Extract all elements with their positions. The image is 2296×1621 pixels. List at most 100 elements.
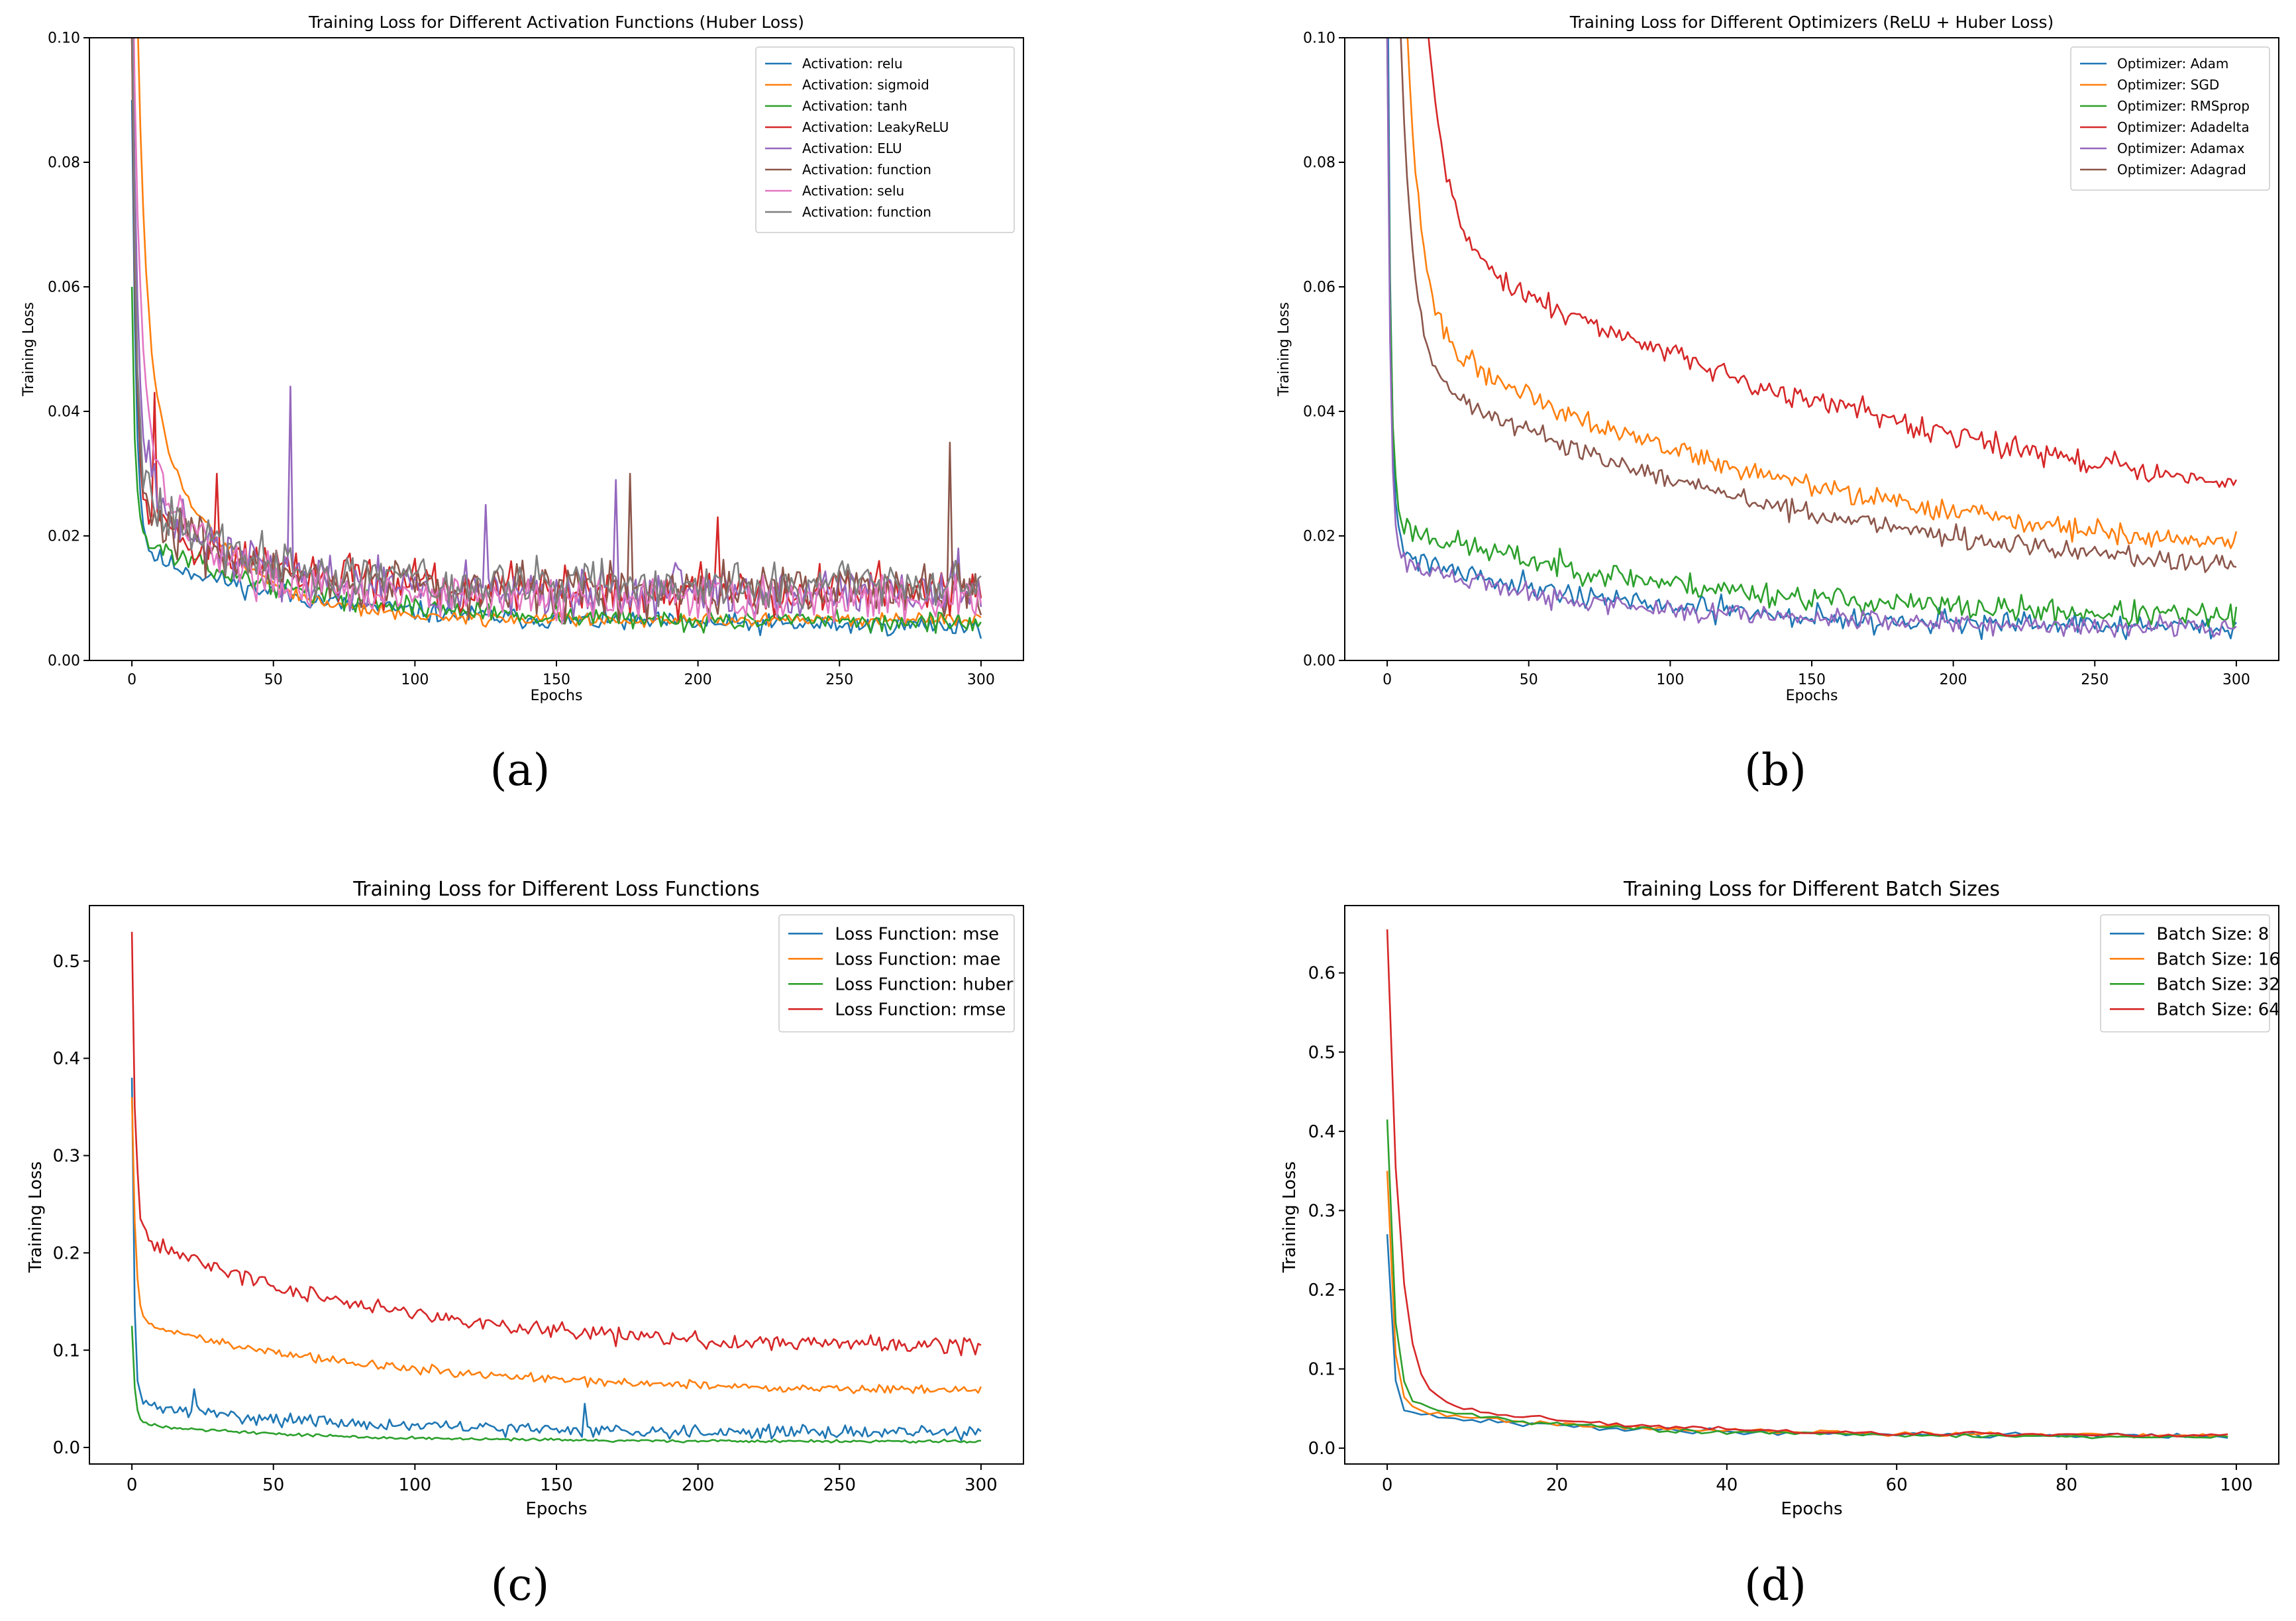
chart-title: Training Loss for Different Optimizers (…: [1569, 13, 2054, 32]
y-tick-label: 0.02: [48, 529, 80, 545]
legend-label: Activation: LeakyReLU: [802, 119, 949, 135]
y-tick-label: 0.06: [48, 280, 80, 296]
legend-label: Activation: function: [802, 204, 931, 220]
x-ticks: 0 20 40 60 80 100: [1382, 1464, 2253, 1495]
y-tick-label: 0.02: [1303, 529, 1335, 545]
plot-frame: [1344, 905, 2279, 1465]
legend-label: Optimizer: Adadelta: [2117, 119, 2250, 135]
x-tick-label: 50: [264, 672, 283, 688]
legend-label: Optimizer: Adam: [2117, 56, 2228, 72]
x-tick-label: 200: [684, 672, 712, 688]
x-tick-label: 0: [1383, 672, 1392, 688]
legend-label: Batch Size: 32: [2156, 975, 2279, 995]
y-tick-label: 0.08: [48, 155, 80, 172]
y-ticks: 0.0 0.1 0.2 0.3 0.4 0.5: [53, 952, 89, 1458]
legend: Loss Function: mse Loss Function: mae Loss…: [778, 914, 1015, 1033]
series-line: [130, 931, 982, 1357]
series-line: [1428, 38, 2238, 488]
y-tick-label: 0.4: [53, 1049, 80, 1069]
legend-label: Loss Function: huber: [835, 975, 1013, 995]
y-tick-label: 0.06: [1303, 280, 1335, 296]
y-tick-label: 0.00: [1303, 653, 1335, 670]
series-line: [1400, 38, 2237, 574]
legend-label: Activation: selu: [802, 183, 904, 199]
x-tick-label: 150: [543, 672, 570, 688]
y-tick-label: 0.00: [48, 653, 80, 670]
plot-lines: [1386, 929, 2228, 1439]
chart-panel-b: Training Loss for Different Optimizers (…: [1276, 13, 2279, 796]
series-line: [1406, 38, 2238, 549]
y-ticks: 0.0 0.1 0.2 0.3 0.4 0.5 0.6: [1308, 964, 1345, 1459]
y-tick-label: 0.0: [53, 1438, 80, 1458]
series-line: [132, 38, 982, 625]
series-line: [1386, 38, 2238, 630]
x-tick-label: 200: [682, 1475, 715, 1495]
series-line: [131, 38, 982, 609]
chart-panel-a: Training Loss for Different Activation F…: [21, 13, 1024, 796]
y-axis-label: Training Loss: [21, 302, 37, 397]
y-tick-label: 0.2: [53, 1243, 80, 1263]
x-tick-label: 40: [1716, 1475, 1738, 1495]
y-tick-label: 0.10: [48, 30, 80, 47]
x-ticks: 0 50 100 150 200 250 300: [127, 660, 995, 688]
legend: Optimizer: Adam Optimizer: SGD Optimizer: …: [2070, 46, 2270, 191]
chart-title: Training Loss for Different Batch Sizes: [1623, 878, 2000, 901]
plot-frame: [89, 37, 1024, 661]
x-tick-label: 0: [127, 1475, 138, 1495]
y-tick-label: 0.1: [1308, 1360, 1335, 1380]
x-tick-label: 50: [1520, 672, 1538, 688]
legend-box: [778, 914, 1015, 1033]
panel-label-a: (a): [490, 745, 550, 796]
series-line: [1387, 38, 2237, 641]
plot-lines: [1386, 38, 2238, 641]
legend-box: [2070, 46, 2270, 191]
x-ticks: 0 50 100 150 200 250 300: [127, 1464, 998, 1495]
x-tick-label: 0: [127, 672, 136, 688]
y-tick-label: 0.3: [1308, 1201, 1335, 1221]
legend-label: Batch Size: 8: [2156, 925, 2269, 945]
panel-label-b: (b): [1744, 745, 1806, 796]
y-tick-label: 0.08: [1303, 155, 1335, 172]
legend-label: Activation: function: [802, 162, 931, 178]
series-line: [1386, 929, 2228, 1438]
legend: Batch Size: 8 Batch Size: 16 Batch Size: 3…: [2100, 914, 2280, 1033]
y-ticks: 0.00 0.02 0.04 0.06 0.08 0.10: [48, 30, 89, 670]
x-tick-label: 100: [1656, 672, 1684, 688]
y-tick-label: 0.4: [1308, 1122, 1335, 1142]
y-tick-label: 0.04: [1303, 404, 1335, 421]
x-tick-label: 250: [2081, 672, 2109, 688]
x-tick-label: 60: [1886, 1475, 1908, 1495]
plot-frame: [1344, 37, 2279, 661]
y-axis-label: Training Loss: [26, 1161, 46, 1273]
y-tick-label: 0.5: [1308, 1043, 1335, 1063]
legend-label: Optimizer: Adagrad: [2117, 162, 2246, 178]
y-tick-label: 0.6: [1308, 964, 1335, 984]
y-tick-label: 0.2: [1308, 1281, 1335, 1300]
x-tick-label: 150: [1798, 672, 1826, 688]
plot-lines: [130, 931, 982, 1444]
series-line: [1386, 38, 2237, 638]
legend-label: Loss Function: mae: [835, 950, 1000, 970]
legend-box: [755, 46, 1015, 233]
series-line: [130, 1077, 982, 1441]
legend-label: Optimizer: RMSprop: [2117, 98, 2250, 114]
y-tick-label: 0.1: [53, 1341, 80, 1361]
y-tick-label: 0.04: [48, 404, 80, 421]
x-axis-label: Epochs: [1786, 688, 1838, 704]
x-tick-label: 0: [1382, 1475, 1393, 1495]
x-tick-label: 200: [1940, 672, 1967, 688]
legend-label: Optimizer: Adamax: [2117, 140, 2245, 156]
x-ticks: 0 50 100 150 200 250 300: [1383, 660, 2250, 688]
chart-title: Training Loss for Different Loss Functio…: [352, 878, 760, 901]
x-axis-label: Epochs: [531, 688, 583, 704]
chart-panel-d: Training Loss for Different Batch Sizes …: [1280, 878, 2280, 1610]
x-tick-label: 150: [540, 1475, 573, 1495]
x-tick-label: 80: [2056, 1475, 2077, 1495]
legend-label: Activation: relu: [802, 56, 903, 72]
x-tick-label: 100: [401, 672, 429, 688]
x-tick-label: 300: [2222, 672, 2250, 688]
legend-label: Batch Size: 16: [2156, 950, 2279, 970]
x-tick-label: 300: [965, 1475, 998, 1495]
y-tick-label: 0.3: [53, 1147, 80, 1167]
